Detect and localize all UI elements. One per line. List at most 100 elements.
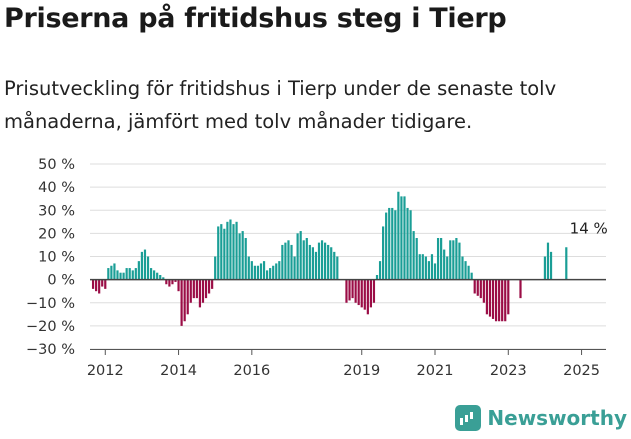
- bar: [201, 279, 205, 303]
- bar: [330, 247, 333, 280]
- bar: [452, 240, 455, 280]
- x-tick-label: 2023: [490, 363, 527, 379]
- y-tick-label: −30 %: [26, 342, 75, 358]
- bar: [198, 279, 202, 308]
- bar: [113, 263, 116, 280]
- bar: [357, 279, 360, 306]
- bar: [412, 231, 415, 280]
- bar: [153, 270, 156, 280]
- bar: [281, 244, 284, 280]
- bar: [119, 272, 122, 280]
- bar: [400, 196, 403, 280]
- x-axis: 2012 2014 2016 2019 2021 2023 2025: [87, 349, 606, 379]
- bar: [446, 256, 449, 280]
- bar: [235, 221, 238, 280]
- bar: [494, 279, 498, 322]
- bar: [461, 256, 464, 280]
- bar: [107, 268, 110, 280]
- y-tick-label: −10 %: [26, 296, 75, 312]
- y-tick-label: 40 %: [38, 180, 75, 196]
- bar: [269, 268, 272, 280]
- bar: [302, 240, 305, 280]
- bar: [382, 226, 385, 280]
- bar: [372, 279, 376, 303]
- bar: [168, 279, 171, 287]
- bar: [336, 256, 339, 280]
- bar: [272, 265, 275, 280]
- bar: [207, 279, 211, 294]
- bar: [244, 238, 247, 280]
- bar: [226, 221, 229, 280]
- bar: [253, 265, 256, 280]
- bar: [351, 279, 354, 299]
- bar: [91, 279, 95, 289]
- bar: [443, 249, 446, 280]
- x-tick-label: 2021: [417, 363, 454, 379]
- bar: [195, 279, 198, 299]
- bar: [131, 270, 134, 280]
- bar: [165, 279, 168, 285]
- bar: [259, 263, 263, 280]
- bar: [149, 268, 153, 280]
- bar: [98, 279, 101, 294]
- bar: [156, 272, 159, 280]
- bar: [134, 268, 137, 280]
- bar: [95, 279, 98, 292]
- bar: [430, 254, 434, 280]
- bar: [104, 279, 107, 289]
- bar: [363, 279, 366, 310]
- bar: [174, 279, 177, 282]
- bar: [546, 242, 550, 280]
- bar: [436, 238, 440, 280]
- bar: [491, 279, 495, 319]
- bar: [470, 272, 473, 280]
- bar: [220, 224, 223, 280]
- bar: [507, 279, 510, 315]
- x-tick-label: 2025: [563, 363, 600, 379]
- y-axis: −30 % −20 % −10 % 0 % 10 % 20 % 30 % 40 % 50 %: [26, 157, 75, 358]
- bar: [275, 263, 278, 280]
- bar: [211, 279, 214, 289]
- bar: [464, 261, 467, 280]
- bar: [498, 279, 501, 322]
- bar: [278, 261, 281, 280]
- bar: [287, 240, 290, 280]
- x-tick-label: 2016: [233, 363, 270, 379]
- bar: [501, 279, 504, 322]
- bar: [223, 228, 226, 280]
- bar: [177, 279, 180, 292]
- bar: [482, 279, 485, 303]
- bar: [171, 279, 174, 285]
- latest-value-annotation: 14 %: [570, 219, 608, 237]
- y-tick-label: 30 %: [38, 203, 75, 219]
- bar: [565, 247, 568, 280]
- bar: [247, 256, 250, 280]
- grid-lines: [90, 163, 606, 350]
- bar: [375, 275, 379, 280]
- bar: [232, 224, 235, 280]
- bar: [415, 238, 418, 280]
- bar: [317, 242, 321, 280]
- brand-name: Newsworthy: [487, 406, 627, 430]
- bar: [388, 207, 391, 280]
- x-tick-label: 2012: [87, 363, 124, 379]
- bar: [311, 247, 314, 280]
- bar: [345, 279, 348, 303]
- bar: [479, 279, 482, 299]
- newsworthy-logo-icon: [455, 405, 482, 431]
- bar: [229, 219, 232, 280]
- bar: [409, 210, 412, 280]
- y-tick-label: −20 %: [26, 319, 75, 335]
- bar: [159, 275, 162, 280]
- bar: [137, 261, 140, 280]
- bar: [403, 196, 406, 280]
- bar: [217, 226, 220, 280]
- bar-series: [91, 191, 568, 326]
- bar: [284, 242, 287, 280]
- bar: [290, 244, 293, 280]
- bar: [360, 279, 363, 308]
- bar: [378, 261, 382, 280]
- x-tick-label: 2019: [343, 363, 380, 379]
- bar: [128, 268, 131, 280]
